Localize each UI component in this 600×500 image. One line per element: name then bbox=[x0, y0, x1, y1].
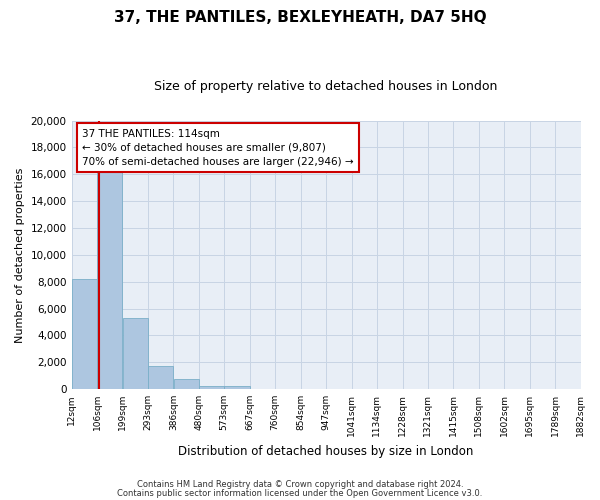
Bar bbox=[199, 386, 224, 389]
Bar bbox=[148, 366, 173, 389]
Bar bbox=[72, 279, 97, 389]
Y-axis label: Number of detached properties: Number of detached properties bbox=[15, 167, 25, 342]
Bar bbox=[173, 379, 199, 389]
Bar bbox=[224, 386, 250, 389]
Bar bbox=[97, 165, 122, 389]
Bar bbox=[122, 318, 148, 389]
Text: Contains HM Land Registry data © Crown copyright and database right 2024.: Contains HM Land Registry data © Crown c… bbox=[137, 480, 463, 489]
X-axis label: Distribution of detached houses by size in London: Distribution of detached houses by size … bbox=[178, 444, 474, 458]
Title: Size of property relative to detached houses in London: Size of property relative to detached ho… bbox=[154, 80, 498, 93]
Text: 37, THE PANTILES, BEXLEYHEATH, DA7 5HQ: 37, THE PANTILES, BEXLEYHEATH, DA7 5HQ bbox=[113, 10, 487, 25]
Text: Contains public sector information licensed under the Open Government Licence v3: Contains public sector information licen… bbox=[118, 490, 482, 498]
Text: 37 THE PANTILES: 114sqm
← 30% of detached houses are smaller (9,807)
70% of semi: 37 THE PANTILES: 114sqm ← 30% of detache… bbox=[82, 128, 353, 166]
